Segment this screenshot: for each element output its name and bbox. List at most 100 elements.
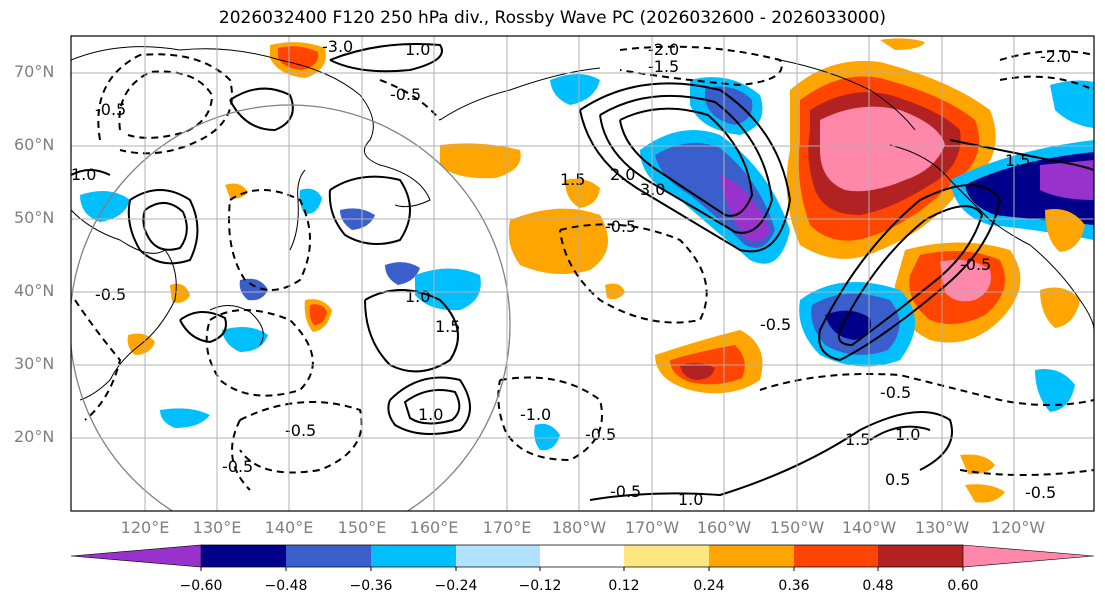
colorbar-tick-label: 0.60 — [947, 578, 979, 594]
negative-blob — [1040, 160, 1094, 200]
lat-label: 50°N — [14, 208, 55, 227]
lon-label: 130°E — [192, 518, 242, 537]
positive-blob — [940, 259, 991, 302]
contour-label: 1.0 — [71, 165, 96, 184]
map-title: 2026032400 F120 250 hPa div., Rossby Wav… — [218, 8, 887, 28]
positive-blob — [440, 143, 521, 179]
contour-line — [127, 189, 199, 265]
negative-blob — [385, 262, 420, 285]
colorbar-tick-label: −0.60 — [179, 578, 223, 594]
negative-blob — [160, 408, 210, 428]
contour-line — [179, 311, 227, 344]
lat-label: 70°N — [14, 62, 55, 81]
contour-line — [403, 389, 461, 425]
coastline — [289, 169, 306, 251]
contour-line — [999, 75, 1094, 91]
contour-label: -1.5 — [648, 57, 679, 76]
lon-label: 120°E — [120, 518, 170, 537]
contour-label: -0.5 — [610, 482, 641, 501]
colorbar-segment — [286, 545, 371, 567]
contour-line — [231, 419, 251, 491]
contour-label: -0.5 — [285, 421, 316, 440]
contour-label: -0.5 — [605, 217, 636, 236]
contour-label: -0.5 — [760, 315, 791, 334]
colorbar-segment — [371, 545, 456, 567]
lon-label: 160°E — [409, 518, 459, 537]
colorbar-tick-label: 0.36 — [778, 578, 810, 594]
contour-line — [229, 87, 294, 132]
graticule — [71, 36, 1094, 511]
coastline — [439, 67, 601, 121]
contour-label: -2.0 — [1040, 47, 1071, 66]
contour-label: 3.0 — [640, 180, 665, 199]
positive-blob — [880, 38, 925, 50]
colorbar-segment — [540, 545, 624, 567]
contour-label: -0.5 — [1025, 483, 1056, 502]
positive-blob — [508, 208, 608, 274]
contour-label: -0.5 — [95, 285, 126, 304]
colorbar-segment — [201, 545, 286, 567]
contour-line — [205, 309, 314, 397]
coastline — [209, 305, 264, 346]
contour-label: -0.5 — [880, 383, 911, 402]
contour-line — [818, 184, 1002, 362]
lon-label: 130°W — [914, 518, 970, 537]
contour-label: 1.5 — [435, 317, 460, 336]
colorbar-tick-label: 0.48 — [862, 578, 894, 594]
contour-line — [97, 53, 233, 155]
contour-label: -1.0 — [520, 405, 551, 424]
coastline — [779, 59, 916, 131]
contour-label: -3.0 — [322, 37, 353, 56]
positive-blob — [309, 304, 327, 325]
positive-blob — [1040, 287, 1080, 328]
negative-contours — [74, 45, 1094, 491]
contour-line — [379, 79, 441, 121]
contour-label: 1.0 — [405, 40, 430, 59]
lat-label: 20°N — [14, 427, 55, 446]
lon-label: 120°W — [990, 518, 1046, 537]
lat-label: 60°N — [14, 135, 55, 154]
contour-line — [497, 376, 603, 462]
positive-blob — [960, 454, 995, 475]
contour-line — [837, 205, 984, 347]
negative-blob — [222, 326, 268, 352]
lon-label: 150°W — [769, 518, 825, 537]
contour-line — [118, 70, 214, 139]
colorbar-extend-min — [70, 544, 202, 568]
colorbar-tick-label: 0.12 — [608, 578, 640, 594]
colorbar — [70, 544, 1095, 571]
lat-label: 40°N — [14, 281, 55, 300]
contour-line — [579, 82, 792, 253]
lat-label: 30°N — [14, 354, 55, 373]
colorbar-segment — [456, 545, 540, 567]
contour-line — [619, 45, 783, 87]
negative-blob — [239, 278, 268, 301]
lon-label: 170°E — [482, 518, 532, 537]
lon-label: 150°E — [337, 518, 387, 537]
contour-line — [328, 175, 411, 245]
coastline — [889, 144, 1094, 331]
negative-blob — [299, 188, 322, 215]
negative-blob — [1050, 80, 1094, 128]
contour-label: 1.0 — [418, 405, 443, 424]
contour-line — [759, 373, 1094, 406]
contour-line — [949, 139, 1094, 171]
colorbar-segment — [878, 545, 963, 567]
contour-line — [364, 289, 459, 373]
reference-circle — [71, 104, 511, 511]
negative-blob — [1035, 369, 1075, 412]
lon-label: 170°W — [624, 518, 680, 537]
positive-blob — [605, 283, 625, 300]
contour-line — [71, 169, 111, 176]
positive-blob — [965, 484, 1005, 503]
contour-line — [619, 107, 754, 217]
colorbar-segment — [624, 545, 709, 567]
contour-line — [559, 223, 708, 324]
contour-label: 1.5 — [560, 170, 585, 189]
contour-label: 1.0 — [895, 425, 920, 444]
contour-line — [74, 299, 122, 421]
colorbar-tick-label: 0.24 — [693, 578, 725, 594]
colorbar-segment — [709, 545, 794, 567]
negative-blob — [534, 423, 560, 451]
